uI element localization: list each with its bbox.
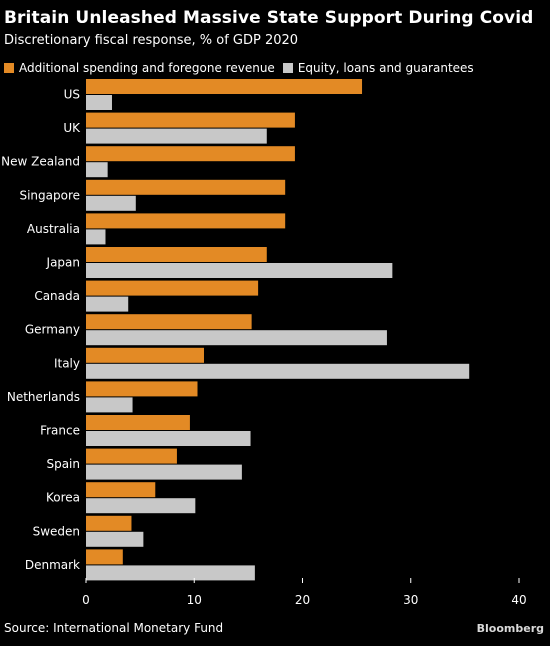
legend-label-equity: Equity, loans and guarantees <box>297 61 474 75</box>
legend-label-spending: Additional spending and foregone revenue <box>19 61 275 75</box>
chart-title: Britain Unleashed Massive State Support … <box>4 8 534 28</box>
bar-korea-series-2 <box>86 498 196 514</box>
bar-sweden-series-1 <box>86 515 132 531</box>
bar-singapore-series-1 <box>86 179 286 195</box>
bar-uk-series-2 <box>86 128 267 144</box>
legend-swatch-spending <box>4 63 14 73</box>
bar-france-series-2 <box>86 431 251 446</box>
bar-australia-series-2 <box>86 229 106 245</box>
x-tick-label: 0 <box>82 593 90 607</box>
bar-netherlands-series-1 <box>86 381 198 397</box>
legend: Additional spending and foregone revenue… <box>4 61 482 75</box>
category-label: Canada <box>34 289 80 303</box>
category-label: Japan <box>46 256 80 270</box>
category-label: Netherlands <box>7 390 80 404</box>
bar-uk-series-1 <box>86 112 295 128</box>
bar-japan-series-1 <box>86 247 267 262</box>
bar-italy-series-1 <box>86 347 204 363</box>
category-label: Singapore <box>19 188 80 202</box>
bar-new-zealand-series-1 <box>86 146 295 162</box>
bar-denmark-series-1 <box>86 549 123 565</box>
x-tick-label: 40 <box>511 593 526 607</box>
category-label: Denmark <box>25 558 80 572</box>
bar-germany-series-1 <box>86 314 252 330</box>
category-label: Sweden <box>33 524 80 538</box>
bar-us-series-1 <box>86 79 363 94</box>
category-label: Korea <box>46 491 80 505</box>
bar-japan-series-2 <box>86 263 393 278</box>
bar-france-series-1 <box>86 415 190 430</box>
category-label: New Zealand <box>1 155 80 169</box>
bar-us-series-2 <box>86 95 112 110</box>
bar-denmark-series-2 <box>86 565 255 581</box>
category-label: UK <box>63 121 81 135</box>
bar-canada-series-1 <box>86 280 259 296</box>
x-tick-label: 30 <box>403 593 418 607</box>
bar-germany-series-2 <box>86 330 387 346</box>
bar-sweden-series-2 <box>86 531 144 547</box>
brand-logo: Bloomberg <box>476 622 544 635</box>
bar-spain-series-2 <box>86 464 242 480</box>
category-label: Germany <box>25 323 80 337</box>
bar-australia-series-1 <box>86 213 286 229</box>
source-note: Source: International Monetary Fund <box>4 621 224 635</box>
category-label: Australia <box>27 222 80 236</box>
x-tick-label: 10 <box>187 593 202 607</box>
bar-singapore-series-2 <box>86 195 136 211</box>
legend-swatch-equity <box>282 63 293 73</box>
category-label: France <box>40 424 80 438</box>
bar-netherlands-series-2 <box>86 397 133 413</box>
x-tick-label: 20 <box>295 593 310 607</box>
bar-new-zealand-series-2 <box>86 162 108 178</box>
bar-canada-series-2 <box>86 296 129 312</box>
category-label: US <box>64 88 80 102</box>
category-label: Spain <box>46 457 80 471</box>
bar-spain-series-1 <box>86 448 177 464</box>
legend-item-spending: Additional spending and foregone revenue <box>4 61 275 75</box>
bar-italy-series-2 <box>86 363 470 379</box>
category-label: Italy <box>54 356 80 370</box>
legend-item-equity: Equity, loans and guarantees <box>282 61 474 75</box>
chart-subtitle: Discretionary fiscal response, % of GDP … <box>4 33 299 48</box>
bar-korea-series-1 <box>86 482 156 498</box>
